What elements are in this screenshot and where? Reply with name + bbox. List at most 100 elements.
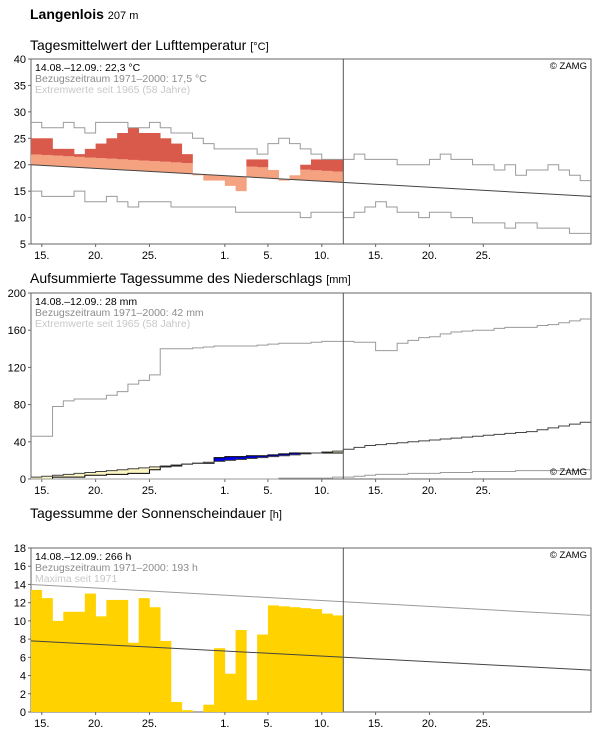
precip-surplus-bar (289, 452, 301, 455)
info-line-0: 14.08.–12.09.: 22,3 °C (35, 62, 141, 74)
temp-anomaly-bar (300, 164, 312, 170)
precip-surplus-bar (257, 455, 269, 458)
sunshine-bar (127, 642, 139, 712)
copyright-label: © ZAMG (550, 61, 587, 72)
sunshine-bar (171, 701, 183, 712)
temp-anomaly-bar (332, 159, 344, 172)
sunshine-bar (267, 605, 279, 712)
temp-anomaly-bar (181, 154, 193, 163)
sunshine-bar (332, 615, 344, 712)
x-tick-label: 10. (314, 250, 329, 262)
sunshine-bar (235, 630, 247, 712)
sunshine-bar (321, 613, 333, 712)
sunshine-bar (289, 607, 301, 712)
info-line-1: Bezugszeitraum 1971–2000: 42 mm (35, 307, 204, 319)
y-tick-label: 16 (14, 561, 26, 573)
temp-normal-bar (149, 161, 161, 172)
temp-normal-bar (214, 175, 226, 181)
chart-panel-1: 0 40 80 120 160 200 15. 20. 25. 1. 5. 10. 15. 20. 25. 1… (8, 288, 592, 497)
sunshine-bar (203, 704, 215, 712)
temp-anomaly-bar (257, 159, 269, 168)
sunshine-normal-line (30, 640, 592, 671)
sunshine-maxima-line (30, 583, 592, 616)
temp-normal-bar (289, 175, 301, 180)
sunshine-bar (117, 599, 129, 712)
precip-surplus-bar (224, 456, 236, 461)
x-tick-label: 20. (88, 485, 103, 497)
x-tick-label: 15. (34, 250, 49, 262)
sunshine-bar (246, 700, 258, 712)
temp-max-extreme-line (31, 121, 591, 182)
y-tick-label: 160 (8, 325, 26, 337)
sunshine-bar (224, 673, 236, 712)
precip-deficit-bar (63, 474, 75, 478)
y-tick-label: 40 (14, 54, 26, 66)
x-tick-label: 5. (263, 250, 272, 262)
precip-surplus-bar (246, 455, 258, 459)
y-tick-label: 8 (20, 634, 26, 646)
temp-anomaly-bar (138, 133, 150, 161)
temp-normal-bar (117, 159, 129, 170)
copyright-label: © ZAMG (550, 467, 587, 478)
precip-deficit-bar (149, 466, 161, 470)
y-tick-label: 18 (14, 543, 26, 555)
temp-anomaly-bar (149, 133, 161, 162)
y-tick-label: 0 (20, 474, 26, 486)
y-tick-label: 15 (14, 186, 26, 198)
temp-normal-bar (138, 160, 150, 172)
sunshine-panel-title: Tagessumme der Sonnenscheindauer [h] (30, 505, 282, 521)
sunshine-bar (95, 616, 107, 712)
station-elevation: 207 m (107, 10, 139, 22)
temp-normal-bar (267, 170, 279, 179)
temp-normal-bar (181, 162, 193, 174)
y-tick-label: 10 (14, 616, 26, 628)
precip-normal-line (31, 421, 591, 478)
sunshine-bar (278, 606, 290, 712)
x-tick-label: 20. (422, 485, 437, 497)
info-line-0: 14.08.–12.09.: 28 mm (35, 296, 137, 308)
temp-normal-bar (224, 175, 236, 186)
sunshine-bar (300, 608, 312, 712)
x-tick-label: 20. (422, 718, 437, 729)
precip-deficit-bar (332, 451, 344, 453)
temp-normal-bar (192, 174, 204, 176)
precip-deficit-bar (106, 470, 118, 475)
temp-anomaly-bar (74, 154, 86, 157)
temp-anomaly-bar (160, 138, 172, 162)
sunshine-bar (311, 609, 323, 712)
x-tick-label: 20. (88, 250, 103, 262)
temp-anomaly-bar (63, 148, 75, 157)
y-tick-label: 120 (8, 362, 26, 374)
sunshine-bar (41, 598, 53, 712)
x-tick-label: 25. (476, 718, 491, 729)
sunshine-title-text: Tagessumme der Sonnenscheindauer (30, 505, 266, 521)
temperature-title-text: Tagesmittelwert der Lufttemperatur (30, 37, 247, 53)
temp-normal-bar (127, 159, 139, 171)
x-tick-label: 25. (142, 250, 157, 262)
y-tick-label: 20 (14, 160, 26, 172)
temperature-unit: [°C] (250, 41, 269, 53)
y-tick-label: 5 (20, 239, 26, 251)
precip-deficit-bar (117, 469, 129, 475)
precip-surplus-bar (267, 454, 279, 457)
temp-normal-bar (321, 170, 333, 182)
temp-anomaly-bar (171, 143, 183, 163)
x-tick-label: 5. (263, 485, 272, 497)
y-tick-label: 25 (14, 133, 26, 145)
y-tick-label: 200 (8, 288, 26, 300)
temp-normal-bar (160, 161, 172, 173)
precip-max-extreme-line (31, 318, 591, 437)
temp-normal-bar (63, 156, 75, 167)
precipitation-unit: [mm] (326, 274, 351, 286)
temp-min-extreme-line (31, 190, 591, 234)
x-tick-label: 15. (34, 718, 49, 729)
x-tick-label: 25. (476, 250, 491, 262)
y-tick-label: 4 (20, 671, 26, 683)
sunshine-unit: [h] (269, 509, 282, 521)
x-tick-label: 5. (263, 718, 272, 729)
y-tick-label: 12 (14, 598, 26, 610)
info-line-1: Bezugszeitraum 1971–2000: 193 h (35, 562, 198, 574)
info-line-2: Extremwerte seit 1965 (58 Jahre) (35, 318, 190, 330)
station-name: Langenlois (30, 6, 104, 22)
temp-anomaly-bar (84, 148, 96, 158)
